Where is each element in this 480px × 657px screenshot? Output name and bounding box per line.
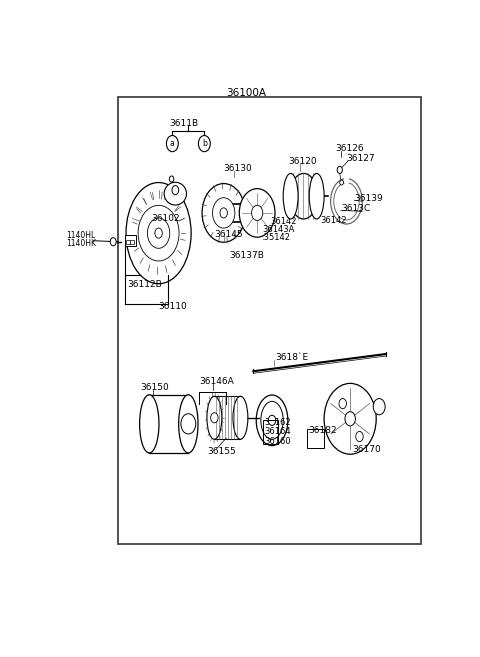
Text: 36164: 36164 (264, 427, 290, 436)
Text: 36160: 36160 (264, 436, 290, 445)
Ellipse shape (164, 182, 186, 205)
Bar (344, 177, 348, 183)
Text: 36112B: 36112B (128, 281, 162, 289)
Circle shape (172, 185, 179, 194)
Text: b: b (377, 403, 382, 410)
Text: a: a (170, 139, 175, 148)
Bar (130, 240, 134, 244)
Ellipse shape (283, 173, 298, 219)
Text: 36142: 36142 (270, 217, 297, 226)
Text: 36146A: 36146A (200, 377, 234, 386)
Circle shape (337, 166, 342, 173)
Ellipse shape (233, 396, 248, 440)
Text: 36150: 36150 (140, 383, 169, 392)
Circle shape (240, 189, 275, 237)
Circle shape (220, 208, 228, 218)
Text: 36137B: 36137B (229, 252, 264, 260)
Ellipse shape (179, 395, 198, 453)
Ellipse shape (207, 396, 222, 440)
Circle shape (324, 384, 376, 454)
Text: 36127: 36127 (347, 154, 375, 164)
Ellipse shape (290, 173, 318, 219)
Circle shape (211, 413, 218, 423)
Circle shape (202, 183, 245, 242)
Circle shape (213, 198, 235, 228)
Text: 36145: 36145 (215, 230, 243, 238)
Circle shape (155, 228, 162, 238)
Ellipse shape (309, 173, 324, 219)
Text: 36155: 36155 (207, 447, 236, 456)
Bar (118, 97, 421, 544)
Bar (126, 240, 130, 244)
Bar (149, 395, 188, 453)
Bar (215, 396, 240, 440)
Circle shape (252, 206, 263, 221)
Text: 36130: 36130 (224, 164, 252, 173)
Text: b: b (202, 139, 207, 148)
Text: 36170: 36170 (352, 445, 381, 454)
Text: 36142: 36142 (321, 216, 347, 225)
Circle shape (138, 205, 179, 261)
Text: 36162: 36162 (264, 419, 290, 427)
Text: 36100A: 36100A (226, 88, 266, 98)
Bar (307, 429, 324, 448)
Text: D: D (184, 419, 192, 429)
Circle shape (340, 180, 344, 185)
Circle shape (345, 412, 355, 426)
Circle shape (268, 415, 276, 425)
Circle shape (110, 238, 116, 246)
Text: 36182: 36182 (309, 426, 337, 436)
Text: 36102: 36102 (151, 214, 180, 223)
Text: 36110: 36110 (158, 302, 187, 311)
Bar (263, 420, 277, 444)
Text: 36139: 36139 (355, 194, 384, 203)
Text: .35142: .35142 (261, 233, 290, 242)
Text: 1140HK: 1140HK (67, 239, 96, 248)
Ellipse shape (126, 183, 191, 284)
Circle shape (169, 176, 174, 182)
Circle shape (181, 414, 196, 434)
Text: 3611B: 3611B (170, 119, 199, 128)
Text: 36126: 36126 (335, 144, 364, 153)
Bar (125, 244, 168, 275)
Text: 3618`E: 3618`E (276, 353, 309, 361)
Circle shape (373, 399, 385, 415)
Ellipse shape (140, 395, 159, 453)
Text: 3613C: 3613C (341, 204, 371, 213)
Text: 1140HL: 1140HL (67, 231, 96, 240)
Circle shape (198, 135, 210, 152)
Bar (125, 235, 135, 246)
Text: 36143A: 36143A (263, 225, 295, 234)
Circle shape (147, 218, 170, 248)
Text: 36120: 36120 (289, 157, 317, 166)
Circle shape (167, 135, 178, 152)
